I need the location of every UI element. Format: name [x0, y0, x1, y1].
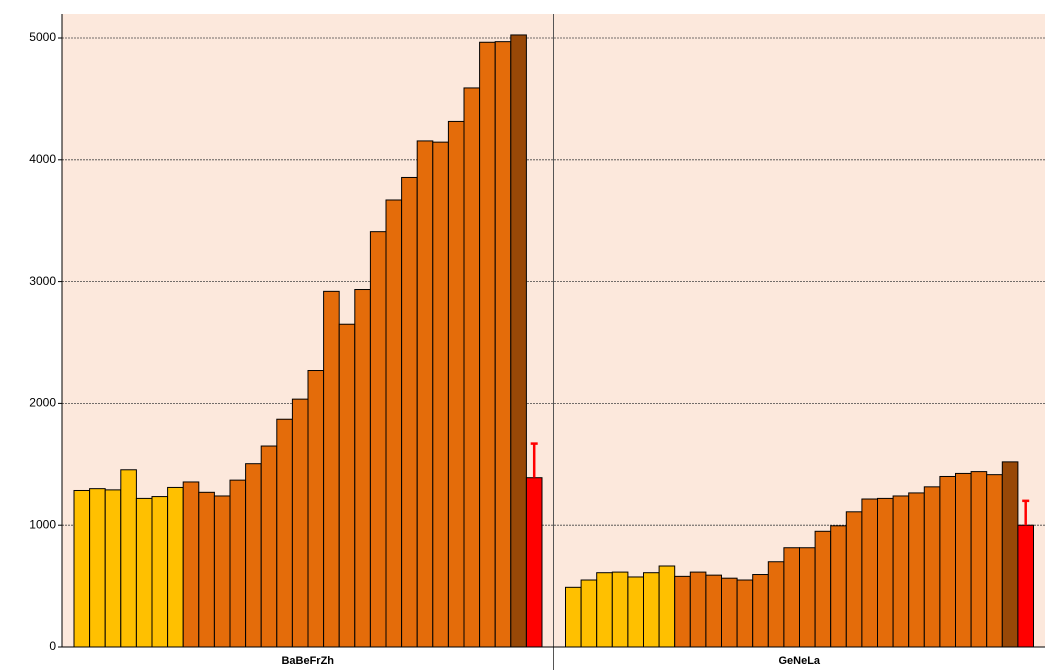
bar — [276, 418, 293, 648]
bar — [1001, 461, 1019, 648]
y-tick-label: 2000 — [29, 396, 56, 410]
bar — [525, 477, 543, 648]
bar — [939, 475, 957, 648]
y-tick-label: 1000 — [29, 517, 56, 531]
bar — [799, 547, 816, 648]
bar — [643, 572, 660, 648]
bar — [385, 199, 403, 648]
bar — [923, 486, 941, 648]
y-tick-label: 5000 — [29, 30, 56, 44]
bar — [845, 511, 863, 648]
bar — [767, 561, 785, 648]
bar — [104, 489, 122, 648]
bar — [354, 289, 371, 648]
bar — [565, 586, 582, 648]
bar — [580, 579, 598, 648]
bar — [861, 498, 879, 648]
group-label: GeNeLa — [778, 655, 820, 667]
bar — [479, 41, 496, 648]
bar — [369, 231, 387, 648]
bar — [752, 574, 769, 648]
bar — [416, 140, 434, 648]
bar — [463, 87, 481, 648]
bar — [1017, 524, 1035, 648]
bar — [658, 565, 676, 648]
bar — [167, 486, 184, 648]
bar — [814, 530, 832, 648]
y-tick-label: 0 — [49, 639, 56, 653]
bar — [447, 120, 465, 648]
bar — [432, 141, 449, 648]
bar — [89, 488, 106, 648]
bar — [120, 469, 137, 648]
bar — [260, 445, 278, 648]
bar — [955, 472, 972, 648]
bar — [970, 471, 988, 648]
bar — [229, 479, 247, 648]
bar — [307, 370, 325, 648]
bar — [494, 41, 512, 648]
bar — [291, 398, 309, 648]
bar — [245, 463, 262, 648]
y-tick-label: 3000 — [29, 274, 56, 288]
bar — [338, 323, 356, 648]
bar — [611, 571, 629, 648]
bar — [705, 574, 723, 648]
bar — [213, 495, 231, 648]
bar — [323, 290, 340, 648]
y-tick-label: 4000 — [29, 152, 56, 166]
bar — [721, 577, 738, 648]
bar — [73, 489, 91, 648]
bar — [908, 492, 925, 648]
bar — [135, 497, 153, 648]
bar — [674, 575, 691, 648]
bar — [198, 491, 215, 648]
bar — [877, 497, 894, 648]
bar — [182, 481, 200, 648]
bar — [510, 34, 527, 648]
bar — [627, 576, 645, 648]
bar — [736, 579, 754, 648]
bar — [892, 495, 910, 648]
bar — [401, 176, 418, 648]
bar — [689, 571, 707, 648]
bar — [596, 572, 613, 648]
bar — [151, 496, 169, 648]
bar — [830, 525, 847, 648]
bar — [986, 474, 1003, 648]
group-label: BaBeFrZh — [281, 655, 334, 667]
bar — [783, 547, 801, 648]
